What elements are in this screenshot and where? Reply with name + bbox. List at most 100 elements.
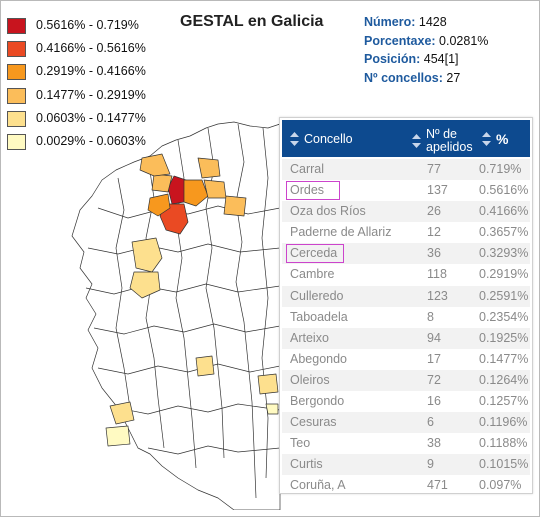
sort-icon: [290, 131, 299, 146]
cell-concello: Cesuras: [290, 415, 337, 430]
cell-num: 12: [427, 225, 441, 240]
stat-key: Nº concellos:: [364, 70, 443, 85]
legend-label: 0.5616% - 0.719%: [36, 18, 139, 32]
cell-pct: 0.1925%: [479, 330, 529, 345]
cell-pct: 0.1257%: [479, 394, 529, 409]
municipality-ordes: [159, 203, 189, 235]
cell-num: 38: [427, 436, 441, 451]
highlight-box: [286, 181, 340, 201]
map-title: GESTAL en Galicia: [180, 13, 324, 30]
cell-pct: 0.719%: [479, 162, 522, 176]
cell-pct: 0.3657%: [479, 225, 529, 240]
cell-num: 9: [427, 457, 434, 472]
stat-numero: Número: 1428: [364, 13, 488, 32]
cell-pct: 0.2591%: [479, 288, 529, 303]
sort-icon: [412, 133, 421, 148]
sort-icon: [482, 131, 491, 146]
cell-concello: Oza dos Ríos: [290, 204, 366, 219]
municipality-culleredo: [139, 153, 171, 177]
municipality-taboadela: [105, 425, 131, 447]
stat-posicion: Posición: 454[1]: [364, 50, 488, 69]
municipality-bergondo: [131, 237, 163, 273]
table-row[interactable]: Arteixo 94 0.1925%: [282, 327, 530, 349]
cell-pct: 0.1264%: [479, 372, 529, 387]
table-row[interactable]: Oza dos Ríos 26 0.4166%: [282, 201, 530, 223]
municipality-cambre: [151, 173, 173, 193]
column-concello[interactable]: Concello: [290, 120, 353, 157]
cell-pct: 0.4166%: [479, 204, 529, 219]
cell-concello: Teo: [290, 436, 311, 451]
table-row[interactable]: Teo 38 0.1188%: [282, 433, 530, 454]
cell-pct: 0.097%: [479, 478, 522, 493]
highlight-box: [286, 244, 344, 264]
table-row[interactable]: Carral 77 0.719%: [282, 159, 530, 181]
legend-swatch: [7, 41, 26, 58]
municipality-paderne: [265, 403, 279, 415]
cell-num: 8: [427, 309, 434, 324]
cell-num: 72: [427, 372, 441, 387]
legend-label: 0.2919% - 0.4166%: [36, 64, 146, 79]
legend-label: 0.4166% - 0.5616%: [36, 41, 146, 56]
cell-num: 17: [427, 351, 441, 366]
stats-panel: Número: 1428 Porcentaxe: 0.0281% Posició…: [364, 13, 488, 87]
column-label: Concello: [304, 131, 353, 146]
stat-value: 1428: [418, 15, 447, 29]
cell-pct: 0.3293%: [479, 246, 529, 261]
stat-key: Porcentaxe:: [364, 33, 436, 48]
cell-pct: 0.1188%: [479, 436, 528, 451]
cell-num: 137: [427, 183, 448, 198]
cell-pct: 0.1477%: [479, 351, 529, 366]
cell-concello: Bergondo: [290, 394, 345, 409]
table-row[interactable]: Cerceda 36 0.3293%: [282, 243, 530, 265]
cell-num: 471: [427, 478, 448, 493]
stat-concellos: Nº concellos: 27: [364, 69, 488, 88]
legend-label: 0.0029% - 0.0603%: [36, 133, 146, 148]
table-row[interactable]: Taboadela 8 0.2354%: [282, 307, 530, 328]
cell-concello: Taboadela: [290, 309, 348, 324]
column-percent[interactable]: %: [482, 120, 508, 157]
cell-num: 77: [427, 162, 441, 176]
legend-swatch: [7, 87, 26, 104]
municipal-borders: [85, 123, 281, 499]
cell-num: 36: [427, 246, 441, 261]
municipality-oleiros: [223, 195, 247, 217]
table-row[interactable]: Cambre 118 0.2919%: [282, 264, 530, 285]
cell-pct: 0.1196%: [479, 415, 528, 430]
municipality-arteixo: [197, 157, 221, 179]
table-row[interactable]: Abegondo 17 0.1477%: [282, 349, 530, 370]
cell-num: 6: [427, 415, 434, 430]
galicia-map[interactable]: [58, 118, 288, 510]
table-row[interactable]: Bergondo 16 0.1257%: [282, 391, 530, 412]
table-row[interactable]: Ordes 137 0.5616%: [282, 180, 530, 201]
stat-key: Número:: [364, 15, 416, 29]
cell-concello: Abegondo: [290, 351, 348, 366]
municipality-teo: [195, 355, 215, 377]
legend-swatch: [7, 133, 26, 150]
stat-value: 0.0281%: [439, 33, 489, 48]
cell-concello: Cerceda: [290, 246, 338, 261]
stat-key: Posición:: [364, 52, 421, 66]
cell-concello: Carral: [290, 162, 325, 176]
table-body: Carral 77 0.719% Ordes 137 0.5616% Oza d…: [282, 159, 530, 497]
cell-concello: Oleiros: [290, 372, 330, 387]
table-row[interactable]: Paderne de Allariz 12 0.3657%: [282, 222, 530, 243]
concellos-table: Concello Nº de apelidos % Carral 77 0.71…: [279, 117, 533, 494]
table-row[interactable]: Culleredo 123 0.2591%: [282, 285, 530, 307]
legend-label: 0.0603% - 0.1477%: [36, 110, 146, 125]
table-row[interactable]: Oleiros 72 0.1264%: [282, 369, 530, 392]
table-row[interactable]: Curtis 9 0.1015%: [282, 454, 530, 476]
cell-concello: Coruña, A: [290, 478, 346, 493]
municipality-oza-dos-rios: [183, 179, 209, 207]
table-row[interactable]: Coruña, A 471 0.097%: [282, 475, 530, 496]
table-row[interactable]: Cesuras 6 0.1196%: [282, 412, 530, 434]
municipality-curtis: [257, 373, 279, 395]
cell-concello: Ordes: [290, 183, 325, 198]
cell-pct: 0.5616%: [479, 183, 529, 198]
legend-swatch: [7, 18, 26, 34]
stat-porcentaxe: Porcentaxe: 0.0281%: [364, 32, 488, 51]
stat-value: 454[1]: [423, 52, 459, 66]
column-label: %: [496, 130, 509, 147]
cell-concello: Curtis: [290, 457, 323, 472]
column-num-apelidos[interactable]: Nº de apelidos: [412, 122, 482, 159]
municipality-abegondo: [203, 179, 227, 199]
